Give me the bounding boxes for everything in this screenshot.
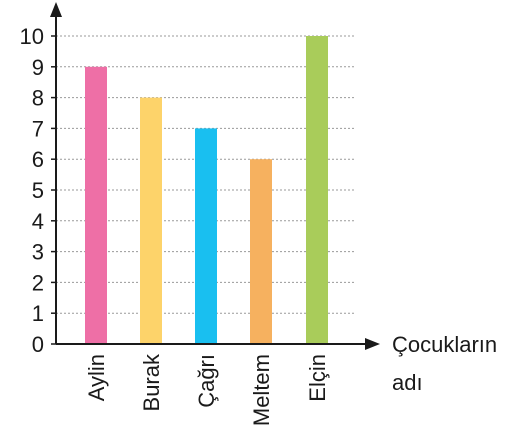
x-category-label: Meltem (249, 354, 274, 426)
y-tick-label: 0 (32, 332, 44, 357)
y-tick-label: 7 (32, 116, 44, 141)
y-tick-label: 9 (32, 55, 44, 80)
x-axis-arrow (365, 338, 380, 350)
x-category-label: Çağrı (194, 354, 219, 408)
x-category-label: Burak (139, 353, 164, 411)
y-tick-label: 5 (32, 178, 44, 203)
y-axis-arrow (50, 2, 62, 17)
bar-2 (140, 97, 162, 344)
x-category-label: Elçin (305, 354, 330, 402)
x-category-label: Aylin (84, 354, 109, 401)
bar-4 (250, 159, 272, 344)
bar-3 (195, 128, 217, 344)
x-axis-label-line1: Çocukların (392, 332, 497, 357)
y-tick-label: 1 (32, 301, 44, 326)
axes (50, 2, 380, 350)
y-tick-labels: 0 1 2 3 4 5 6 7 8 9 10 (20, 24, 56, 357)
y-tick-label: 6 (32, 147, 44, 172)
x-axis-label-line2: adı (392, 370, 423, 395)
y-tick-label: 4 (32, 209, 44, 234)
y-tick-label: 3 (32, 240, 44, 265)
bar-1 (85, 66, 107, 345)
y-tick-label: 10 (20, 24, 44, 49)
x-category-labels: Aylin Burak Çağrı Meltem Elçin (84, 353, 330, 426)
y-tick-label: 2 (32, 270, 44, 295)
y-tick-label: 8 (32, 86, 44, 111)
bars (85, 36, 328, 345)
bar-5 (306, 36, 328, 344)
